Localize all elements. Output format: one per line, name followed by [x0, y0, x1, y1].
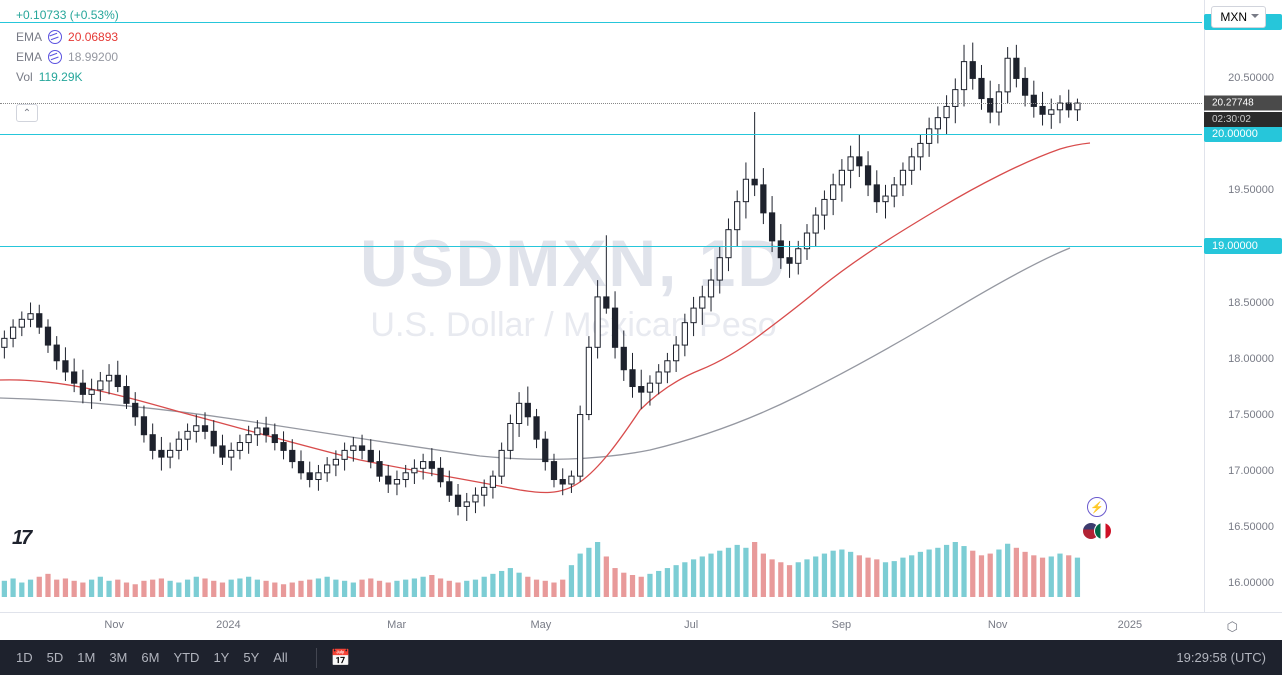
range-3m[interactable]: 3M: [109, 650, 127, 665]
price-change: +0.10733 (+0.53%): [16, 8, 119, 22]
mx-flag-icon: [1094, 522, 1112, 540]
chart-header: +0.10733 (+0.53%) MXN EMA 20.06893 EMA 1…: [16, 6, 1266, 106]
range-1m[interactable]: 1M: [77, 650, 95, 665]
range-5d[interactable]: 5D: [47, 650, 64, 665]
horizontal-line[interactable]: [0, 246, 1202, 247]
range-6m[interactable]: 6M: [141, 650, 159, 665]
currency-flags: [1082, 522, 1112, 540]
x-tick: 2024: [216, 619, 240, 631]
calendar-icon[interactable]: 📅: [316, 648, 351, 668]
indicator-ema2[interactable]: EMA 18.99200: [16, 50, 1266, 64]
y-tick: 19.00000: [1204, 238, 1282, 254]
range-ytd[interactable]: YTD: [173, 650, 199, 665]
y-tick: 18.50000: [1228, 297, 1274, 309]
y-tick: 17.00000: [1228, 465, 1274, 477]
x-tick: Nov: [988, 619, 1008, 631]
x-tick: Nov: [104, 619, 124, 631]
indicator-ema1[interactable]: EMA 20.06893: [16, 30, 1266, 44]
settings-gear-icon[interactable]: ⬡: [1227, 619, 1238, 635]
ema1-value: 20.06893: [68, 30, 118, 44]
y-tick: 18.00000: [1228, 353, 1274, 365]
collapse-button[interactable]: ⌃: [16, 104, 38, 122]
footer-toolbar: 1D 5D 1M 3M 6M YTD 1Y 5Y All 📅 19:29:58 (UTC): [0, 640, 1282, 675]
vol-value: 119.29K: [39, 70, 83, 84]
range-1d[interactable]: 1D: [16, 650, 33, 665]
range-1y[interactable]: 1Y: [213, 650, 229, 665]
ema2-value: 18.99200: [68, 50, 118, 64]
footer-clock: 19:29:58 (UTC): [1176, 650, 1266, 665]
x-tick: Sep: [832, 619, 852, 631]
refresh-icon[interactable]: [48, 30, 62, 44]
y-tick: 20.00000: [1204, 126, 1282, 142]
y-tick: 19.50000: [1228, 184, 1274, 196]
y-tick: 16.50000: [1228, 521, 1274, 533]
currency-select[interactable]: MXN: [1211, 6, 1266, 28]
indicator-vol[interactable]: Vol 119.29K: [16, 70, 1266, 84]
x-tick: Jul: [684, 619, 698, 631]
y-tick: 17.50000: [1228, 409, 1274, 421]
horizontal-line[interactable]: [0, 134, 1202, 135]
y-tick: 16.00000: [1228, 577, 1274, 589]
x-tick: 2025: [1118, 619, 1142, 631]
range-5y[interactable]: 5Y: [243, 650, 259, 665]
range-all[interactable]: All: [273, 650, 287, 665]
x-tick: Mar: [387, 619, 406, 631]
flash-icon[interactable]: ⚡: [1087, 497, 1107, 517]
x-tick: May: [531, 619, 552, 631]
refresh-icon[interactable]: [48, 50, 62, 64]
x-axis[interactable]: ⬡ Nov 2024 Mar May Jul Sep Nov 2025: [0, 612, 1282, 640]
tv-logo: 17: [12, 527, 30, 550]
countdown-label: 02:30:02: [1204, 112, 1282, 127]
